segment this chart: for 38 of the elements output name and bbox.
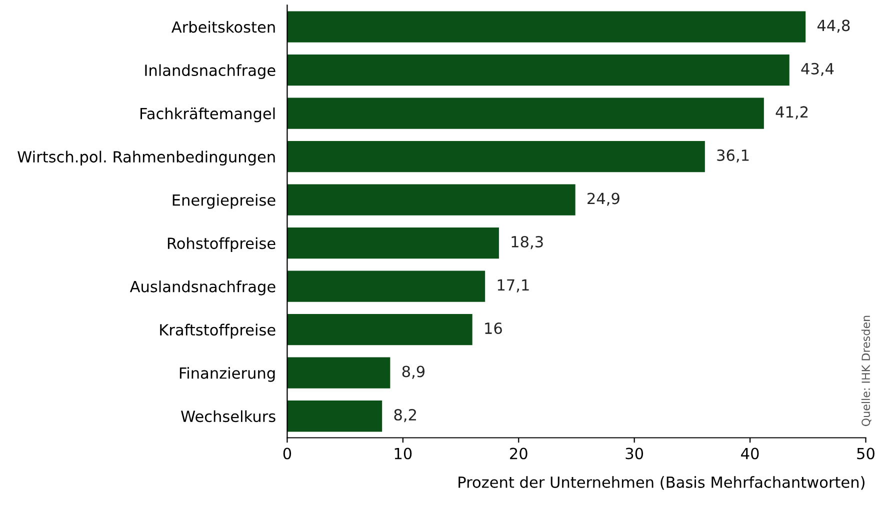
- annotation: Quelle: IHK Dresden: [861, 316, 872, 426]
- y-tick-label: Finanzierung: [180, 367, 275, 382]
- bar: [287, 357, 390, 388]
- x-tick-label: 40: [741, 448, 759, 460]
- x-tick-label: 30: [626, 448, 644, 460]
- y-tick-label: Fachkräftemangel: [140, 107, 275, 122]
- y-tick-label: Energiepreise: [172, 194, 276, 209]
- data-label: 18,3: [512, 236, 543, 250]
- y-tick-label: Arbeitskosten: [172, 20, 275, 33]
- data-label: 17,1: [498, 279, 529, 292]
- data-label: 43,4: [801, 62, 834, 76]
- y-tick-label: Auslandsnachfrage: [130, 280, 276, 296]
- data-label: 36,1: [717, 149, 749, 163]
- bar: [287, 11, 806, 42]
- bar: [287, 270, 486, 302]
- y-tick-label: Rohstoffpreise: [168, 237, 276, 252]
- x-axis-title: Prozent der Unternehmen (Basis Mehrfachantworten): [458, 476, 864, 490]
- data-label: 8,2: [394, 408, 416, 422]
- x-tick-label: 0: [283, 448, 292, 460]
- y-tick-label: Wechselkurs: [181, 410, 276, 422]
- x-tick-label: 10: [394, 448, 412, 460]
- y-tick-label: Wirtsch.pol. Rahmenbedingungen: [18, 150, 275, 166]
- x-tick-label: 20: [510, 448, 528, 460]
- data-label: 41,2: [776, 106, 808, 120]
- data-label: 44,8: [817, 20, 850, 33]
- bar: [287, 98, 764, 129]
- bar: [287, 140, 705, 172]
- y-tick-label: Kraftstoffpreise: [160, 324, 276, 339]
- data-label: 16: [485, 322, 502, 334]
- data-label: 8,9: [402, 366, 425, 379]
- bar: [287, 184, 576, 216]
- bar: [287, 400, 382, 432]
- data-label: 24,9: [588, 192, 620, 206]
- bar: [287, 314, 472, 346]
- bar: [287, 228, 499, 259]
- x-tick-label: 50: [857, 448, 874, 460]
- bar: [287, 54, 790, 86]
- y-tick-label: Inlandsnachfrage: [145, 64, 276, 80]
